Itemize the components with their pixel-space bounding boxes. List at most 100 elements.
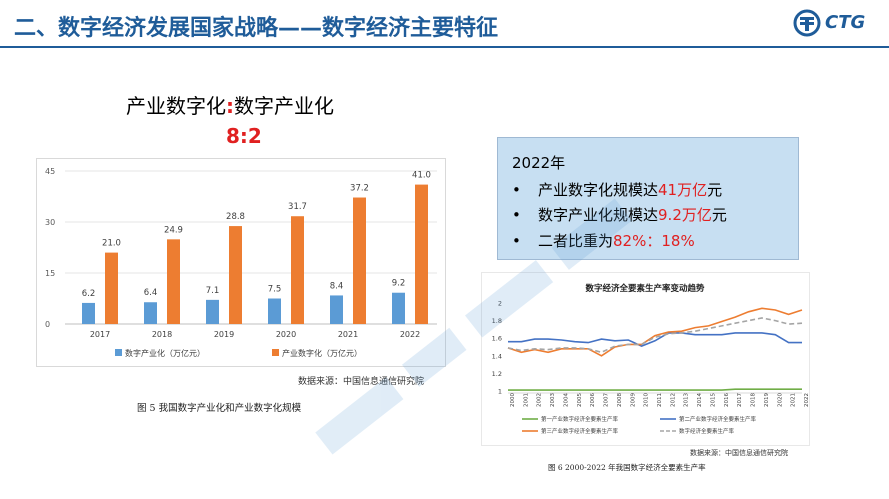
bar [268,298,281,324]
y-tick-label: 30 [45,218,55,227]
data-label: 9.2 [392,279,406,289]
ratio-left: 产业数字化 [126,94,226,118]
series-line [508,332,802,347]
bar [206,299,219,324]
x-tick-label: 2002 [537,393,543,407]
summary-line-2-value: 9.2万亿 [658,206,712,224]
bar [229,226,242,324]
bar [330,295,343,324]
bar-chart-panel: 0 15 30 45 6.2 21.0 2017 6.4 24.9 2018 7.1 28.8 2019… [36,158,446,367]
x-tick-label: 2010 [644,393,650,407]
page-title: 二、数字经济发展国家战略——数字经济主要特征 [14,16,499,41]
y-tick-label: 0 [45,320,50,329]
y-tick-label: 1 [498,388,502,396]
watermark-stroke [315,377,404,455]
summary-line-1-text: 产业数字化规模达 [538,181,659,199]
summary-line-2: • 数字产业化规模达9.2万亿元 [512,204,727,225]
header-bar [0,0,889,47]
chart-title: 数字经济全要素生产率变动趋势 [585,283,705,294]
bar [415,184,428,324]
x-tick-label: 2009 [630,393,636,407]
y-tick-label: 1.2 [492,370,502,378]
data-label: 28.8 [226,212,245,222]
logo-text: CTG [825,12,866,33]
header-divider [0,46,889,48]
x-tick-label: 2015 [710,393,716,407]
x-tick-label: 2022 [400,330,420,339]
y-tick-label: 1.6 [492,335,502,343]
series-line [507,307,803,357]
x-tick-label: 2017 [737,393,743,407]
x-tick-label: 2022 [804,393,809,407]
legend-label: 产业数字化（万亿元） [282,348,362,358]
figure2-source: 数据来源：中国信息通信研究院 [690,449,788,457]
bar [353,197,366,324]
legend-label: 数字经济全要素生产率 [679,427,735,435]
x-tick-label: 2021 [791,393,797,407]
bar [291,216,304,324]
x-tick-label: 2013 [684,393,690,407]
legend-swatch [115,349,122,356]
x-tick-label: 2006 [590,393,596,407]
x-tick-label: 2007 [604,393,610,407]
legend-swatch [272,349,279,356]
x-tick-label: 2019 [214,330,234,339]
x-tick-label: 2020 [276,330,296,339]
data-label: 6.4 [144,288,158,298]
figure2-caption: 图 6 2000-2022 年我国数字经济全要素生产率 [548,463,706,472]
summary-line-2-text: 数字产业化规模达 [538,206,659,224]
x-tick-label: 2008 [617,393,623,407]
data-label: 31.7 [288,202,307,212]
ctg-logo-icon [793,9,821,37]
x-tick-label: 2004 [563,393,569,407]
y-tick-label: 2 [498,300,502,308]
series-line [507,317,803,354]
bullet-3: • [512,232,521,250]
bar [392,292,405,324]
ratio-right: 数字产业化 [234,94,334,118]
x-tick-label: 2000 [510,393,516,407]
x-tick-label: 2018 [751,393,757,407]
ratio-label: 产业数字化:数字产业化 [126,90,334,119]
bar-chart: 0 15 30 45 6.2 21.0 2017 6.4 24.9 2018 7.1 28.8 2019… [45,167,437,358]
figure1-caption: 图 5 我国数字产业化和产业数字化规模 [137,403,302,414]
series-line [508,388,802,391]
bar [144,302,157,324]
x-tick-label: 2014 [697,393,703,407]
summary-line-3-value: 82%：18% [613,232,695,250]
data-label: 6.2 [82,289,96,299]
bar [167,239,180,324]
line-chart: 数字经济全要素生产率变动趋势 1 1.2 1.4 1.6 1.8 2 2000 2001 2002… [492,283,810,435]
y-tick-label: 1.8 [492,317,502,325]
ctg-logo: CTG [793,9,879,37]
x-tick-label: 2019 [764,393,770,407]
figure1-source: 数据来源：中国信息通信研究院 [298,377,425,387]
x-tick-label: 2018 [152,330,172,339]
x-tick-label: 2021 [338,330,358,339]
bar [82,302,95,324]
summary-line-2-unit: 元 [711,206,727,224]
x-tick-label: 2012 [670,393,676,407]
summary-year: 2022年 [512,154,566,172]
y-tick-label: 15 [45,269,55,278]
summary-line-1-unit: 元 [707,181,723,199]
data-label: 21.0 [102,239,121,249]
x-tick-label: 2020 [777,393,783,407]
data-label: 37.2 [350,184,369,194]
data-label: 7.5 [268,285,282,295]
data-label: 41.0 [412,171,431,181]
legend-label: 第二产业数字经济全要素生产率 [679,415,757,423]
summary-line-3: • 二者比重为82%：18% [512,230,695,251]
summary-box: 2022年 • 产业数字化规模达41万亿元 • 数字产业化规模达9.2万亿元 • 二者… [497,137,799,260]
summary-line-1-value: 41万亿 [658,181,708,199]
x-tick-label: 2005 [577,393,583,407]
summary-line-1: • 产业数字化规模达41万亿元 [512,179,722,200]
x-tick-label: 2016 [724,393,730,407]
x-tick-label: 2003 [550,393,556,407]
x-tick-label: 2001 [523,393,529,407]
line-chart-panel: 数字经济全要素生产率变动趋势 1 1.2 1.4 1.6 1.8 2 2000 2001 2002… [481,272,810,446]
legend-label: 第一产业数字经济全要素生产率 [541,415,619,423]
legend-label: 数字产业化（万亿元） [125,348,205,358]
data-label: 24.9 [164,225,183,235]
x-tick-label: 2011 [657,393,663,407]
